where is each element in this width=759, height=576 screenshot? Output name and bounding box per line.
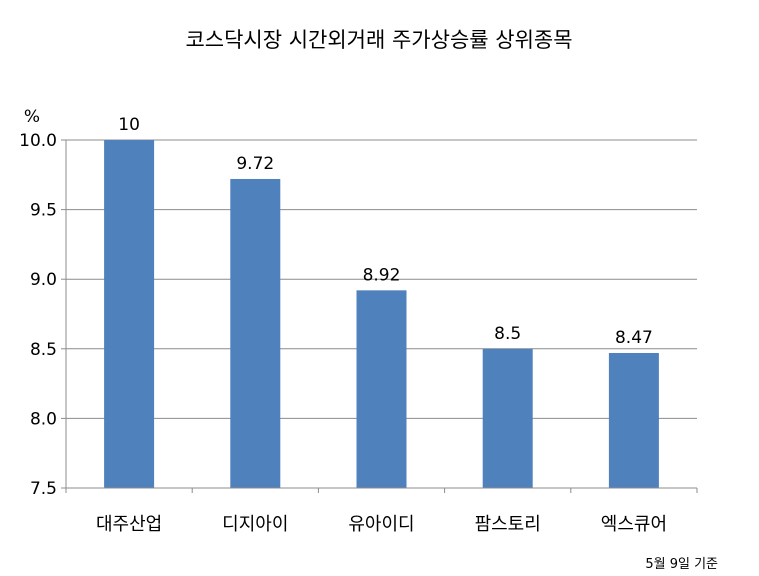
y-tick-label: 7.5	[30, 479, 57, 499]
y-tick-label: 9.5	[30, 201, 57, 221]
y-tick-label: 9.0	[30, 270, 57, 290]
date-note: 5월 9일 기준	[645, 557, 718, 572]
bar-1	[104, 140, 155, 488]
labels: 7.5 8.0 8.5 9.0 9.5 10.0 10 대주산업 9.72 디지아이 8.92 유아이…	[19, 115, 667, 535]
bar-4	[482, 348, 533, 488]
bar-3	[356, 290, 407, 488]
axes	[61, 139, 698, 493]
data-label: 10	[118, 115, 140, 135]
y-tick-label: 8.0	[30, 409, 57, 429]
bar-5	[608, 352, 659, 488]
gridlines	[66, 139, 697, 419]
x-category-label: 대주산업	[96, 514, 162, 535]
chart-title: 코스닥시장 시간외거래 주가상승률 상위종목	[185, 28, 572, 52]
data-label: 9.72	[236, 154, 274, 174]
bar-2	[230, 178, 281, 488]
data-label: 8.92	[363, 265, 401, 285]
x-category-label: 엑스큐어	[601, 514, 667, 535]
bars	[104, 140, 659, 488]
y-axis-unit-label: %	[24, 107, 40, 127]
data-label: 8.5	[494, 324, 521, 344]
data-label: 8.47	[615, 328, 653, 348]
y-tick-label: 10.0	[19, 131, 57, 151]
x-category-label: 디지아이	[222, 514, 288, 535]
y-tick-label: 8.5	[30, 340, 57, 360]
x-category-label: 유아이디	[348, 514, 414, 535]
x-category-label: 팜스토리	[475, 514, 541, 535]
